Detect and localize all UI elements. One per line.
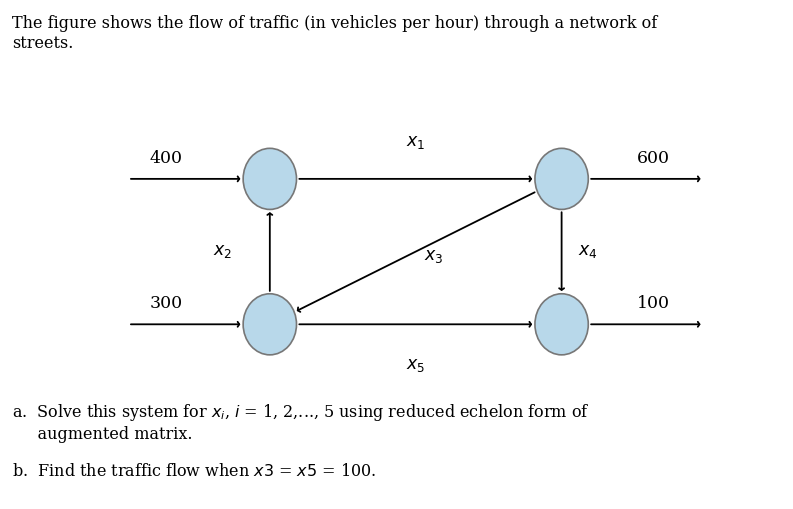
Ellipse shape (535, 294, 588, 355)
Text: 600: 600 (637, 150, 669, 166)
Text: $x_4$: $x_4$ (578, 243, 598, 260)
Text: a.  Solve this system for $x_i$, $i$ = 1, 2,..., 5 using reduced echelon form of: a. Solve this system for $x_i$, $i$ = 1,… (12, 402, 590, 443)
Text: $x_2$: $x_2$ (213, 243, 232, 260)
Text: $x_1$: $x_1$ (406, 134, 425, 151)
Ellipse shape (535, 148, 588, 209)
Text: 400: 400 (149, 150, 182, 166)
Text: 100: 100 (637, 295, 669, 312)
Text: $x_5$: $x_5$ (406, 357, 425, 374)
Text: The figure shows the flow of traffic (in vehicles per hour) through a network of: The figure shows the flow of traffic (in… (12, 15, 657, 52)
Ellipse shape (243, 148, 297, 209)
Text: b.  Find the traffic flow when $x3$ = $x5$ = 100.: b. Find the traffic flow when $x3$ = $x5… (12, 463, 376, 480)
Ellipse shape (243, 294, 297, 355)
Text: $x_3$: $x_3$ (424, 248, 443, 265)
Text: 300: 300 (149, 295, 182, 312)
